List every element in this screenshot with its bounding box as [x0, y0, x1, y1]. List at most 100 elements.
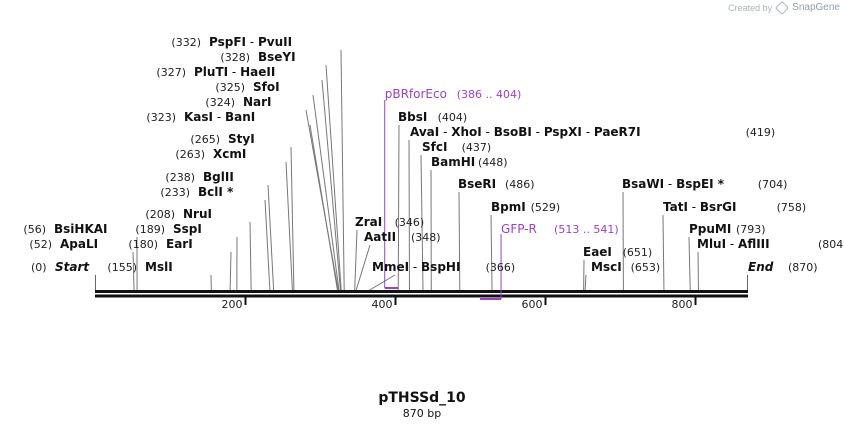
enzyme-name: BclI * — [198, 185, 234, 199]
enzyme-label-sfci: SfcI (437) — [422, 140, 491, 154]
enzyme-position: (265) — [190, 133, 220, 146]
enzyme-label-ppumi: PpuMI (793) — [689, 222, 766, 236]
enzyme-label-aatii: AatII (348) — [364, 230, 441, 244]
watermark-brand: SnapGene — [792, 2, 840, 13]
enzyme-label-mmei: MmeI - BspHI (366) — [372, 260, 515, 274]
backbone-top-strand — [95, 290, 748, 293]
enzyme-leader — [420, 154, 424, 291]
enzyme-name: BglII — [203, 170, 234, 184]
enzyme-name: ZraI — [355, 215, 382, 229]
enzyme-name: BpmI — [491, 200, 526, 214]
enzyme-label-avai: AvaI - XhoI - BsoBI - PspXI - PaeR7I (419… — [410, 125, 775, 139]
enzyme-labels: (0) Start End (870) (56) BsiHKAI(52) ApaLI (155… — [23, 35, 844, 274]
enzyme-position: (180) — [128, 238, 158, 251]
enzyme-name: MslI — [145, 260, 173, 274]
sequence-ruler: 200 400 600 800 — [95, 290, 748, 311]
enzyme-label-eari: (180) EarI — [128, 237, 192, 251]
ruler-tick-label: 800 — [672, 298, 693, 311]
enzyme-position: (366) — [486, 261, 516, 274]
enzyme-label-pluti: (327) PluTI - HaeII — [156, 65, 275, 79]
enzyme-name: TatI - BsrGI — [663, 200, 736, 214]
enzyme-label-msli: (155) MslI — [107, 260, 172, 274]
enzyme-name: XcmI — [213, 147, 246, 161]
enzyme-position: (233) — [160, 186, 190, 199]
enzyme-leader — [584, 274, 587, 291]
enzyme-leader — [267, 184, 275, 291]
end-label-end: End — [748, 260, 774, 274]
sequence-map: 200 400 600 800 pBRforEco (386 .. 404)GFP-R(… — [23, 35, 844, 311]
enzyme-label-sfoi: (325) SfoI — [215, 80, 279, 94]
enzyme-position: (448) — [478, 156, 508, 169]
feature-annotations: pBRforEco (386 .. 404) GFP-R (513 .. 541) — [384, 87, 619, 300]
enzyme-leader — [249, 221, 252, 291]
enzyme-position: (486) — [505, 178, 535, 191]
enzyme-name: EaeI — [583, 245, 612, 259]
enzyme-name: AvaI - XhoI - BsoBI - PspXI - PaeR7I — [410, 125, 641, 139]
enzyme-leader — [369, 274, 396, 291]
enzyme-label-bpmi: BpmI (529) — [491, 200, 560, 214]
enzyme-name: BseYI — [258, 50, 296, 64]
enzyme-name: MluI - AflIII — [697, 237, 770, 251]
enzyme-label-apali: (52) ApaLI — [29, 237, 98, 251]
map-length: 870 bp — [402, 407, 442, 420]
enzyme-name: BbsI — [398, 110, 427, 124]
enzyme-leader — [355, 244, 371, 291]
end-label-start: Start — [55, 260, 90, 274]
enzyme-label-sspi: (189) SspI — [135, 222, 201, 236]
enzyme-name: SspI — [173, 222, 202, 236]
feature-range: (386 .. 404) — [457, 88, 522, 101]
ruler-tick-label: 400 — [372, 298, 393, 311]
enzyme-label-bsawi: BsaWI - BspEI * (704) — [622, 177, 787, 191]
enzyme-position: (328) — [220, 51, 250, 64]
enzyme-label-bglii: (238) BglII — [165, 170, 233, 184]
enzyme-position: (793) — [736, 223, 766, 236]
feature-range: (513 .. 541) — [554, 223, 619, 236]
enzyme-position: (653) — [631, 261, 661, 274]
backbone-bottom-strand — [95, 294, 748, 298]
enzyme-label-eaei: EaeI (651) — [583, 245, 652, 259]
enzyme-leader — [312, 94, 340, 291]
enzyme-position: (758) — [777, 201, 807, 214]
enzyme-leader — [132, 251, 135, 291]
enzyme-label-nari: (324) NarI — [205, 95, 271, 109]
enzyme-name: MscI — [591, 260, 622, 274]
enzyme-leader — [285, 161, 293, 291]
enzyme-label-bbsi: BbsI (404) — [398, 110, 467, 124]
enzyme-position: (323) — [146, 111, 176, 124]
enzyme-label-bseri: BseRI (486) — [458, 177, 535, 191]
end-position-start: (0) — [31, 261, 47, 274]
watermark: Created by SnapGene — [728, 0, 840, 15]
enzyme-leader — [340, 49, 345, 291]
enzyme-position: (56) — [23, 223, 46, 236]
enzyme-name: NarI — [243, 95, 272, 109]
enzyme-leader — [490, 214, 493, 291]
enzyme-name: AatII — [364, 230, 396, 244]
enzyme-name: PpuMI — [689, 222, 731, 236]
enzyme-label-zrai: ZraI (346) — [355, 215, 424, 229]
enzyme-position: (238) — [165, 171, 195, 184]
enzyme-position: (52) — [29, 238, 52, 251]
enzyme-position: (155) — [107, 261, 137, 274]
enzyme-name: ApaLI — [60, 237, 98, 251]
enzyme-name: NruI — [183, 207, 212, 221]
enzyme-label-styi: (265) StyI — [190, 132, 254, 146]
enzyme-label-xcmi: (263) XcmI — [175, 147, 246, 161]
ruler-tick-label: 200 — [222, 298, 243, 311]
enzyme-label-kasi: (323) KasI - BanI — [146, 110, 255, 124]
enzyme-position: (324) — [205, 96, 235, 109]
enzyme-leader — [354, 229, 358, 291]
enzyme-leader — [688, 236, 691, 291]
enzyme-position: (325) — [215, 81, 245, 94]
enzyme-label-bseyi: (328) BseYI — [220, 50, 295, 64]
enzyme-leader — [229, 251, 232, 291]
enzyme-position: (189) — [135, 223, 165, 236]
enzyme-position: (704) — [758, 178, 788, 191]
feature-gfp-r: GFP-R (513 .. 541) — [480, 222, 619, 300]
ruler-tick-label: 600 — [522, 298, 543, 311]
enzyme-position: (419) — [746, 126, 776, 139]
enzyme-name: StyI — [228, 132, 255, 146]
enzyme-position: (327) — [156, 66, 186, 79]
enzyme-name: BsaWI - BspEI * — [622, 177, 725, 191]
enzyme-leader — [305, 109, 339, 291]
enzyme-leader — [397, 124, 400, 291]
